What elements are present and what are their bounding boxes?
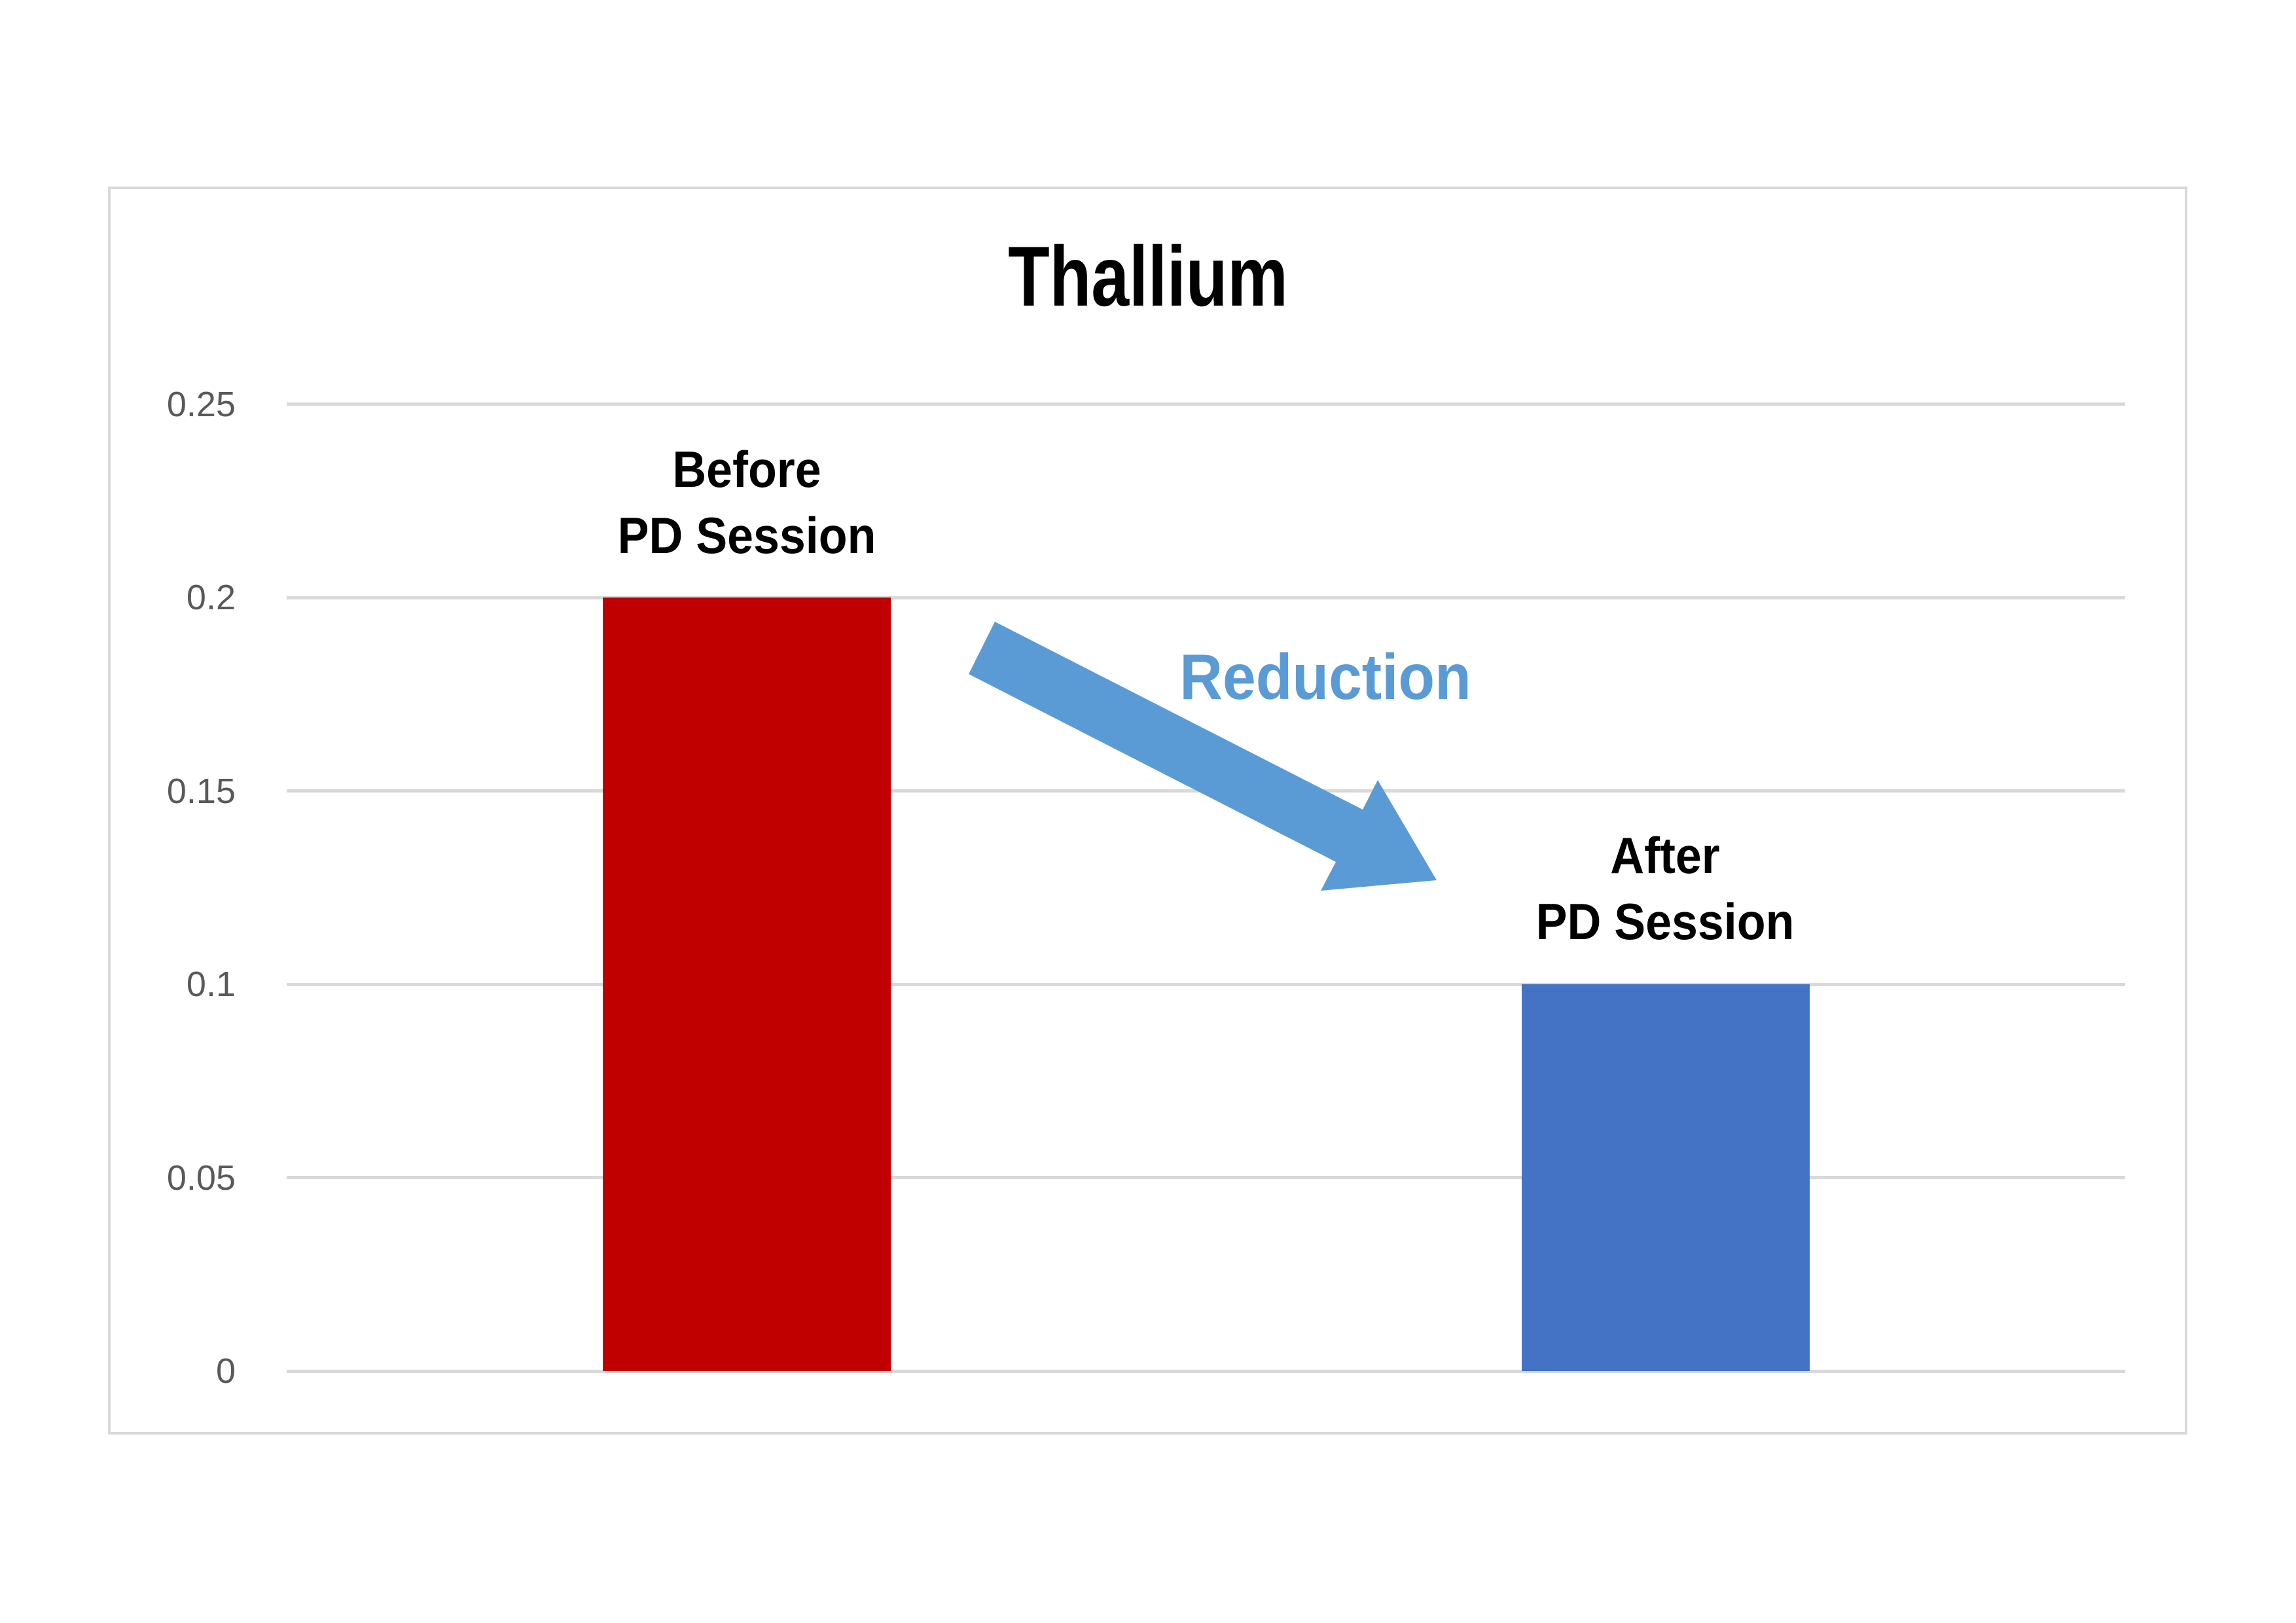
bar-label-line: After (1610, 827, 1720, 884)
plot-area-border (108, 187, 2187, 1435)
bar-after-pd-session (1522, 984, 1810, 1371)
bar-label-before: Before PD Session (536, 437, 958, 569)
y-axis-tick-label: 0 (215, 1351, 236, 1391)
gridline (287, 596, 2125, 599)
bar-before-pd-session (603, 597, 891, 1371)
bar-label-line: PD Session (617, 507, 876, 564)
y-axis-tick-label: 0.25 (166, 385, 236, 424)
gridline (287, 1370, 2125, 1373)
reduction-annotation: Reduction (1179, 641, 1471, 713)
bar-label-line: PD Session (1535, 893, 1795, 950)
y-axis-tick-label: 0.1 (186, 965, 236, 1004)
y-axis-tick-label: 0.05 (166, 1158, 236, 1198)
gridline (287, 1176, 2125, 1179)
bar-label-after: After PD Session (1454, 823, 1876, 955)
y-axis-tick-label: 0.15 (166, 772, 236, 811)
gridline (287, 983, 2125, 986)
gridline (287, 402, 2125, 406)
y-axis-tick-label: 0.2 (186, 578, 236, 617)
chart-title: Thallium (1008, 228, 1288, 324)
gridline (287, 789, 2125, 793)
bar-label-line: Before (672, 440, 821, 498)
